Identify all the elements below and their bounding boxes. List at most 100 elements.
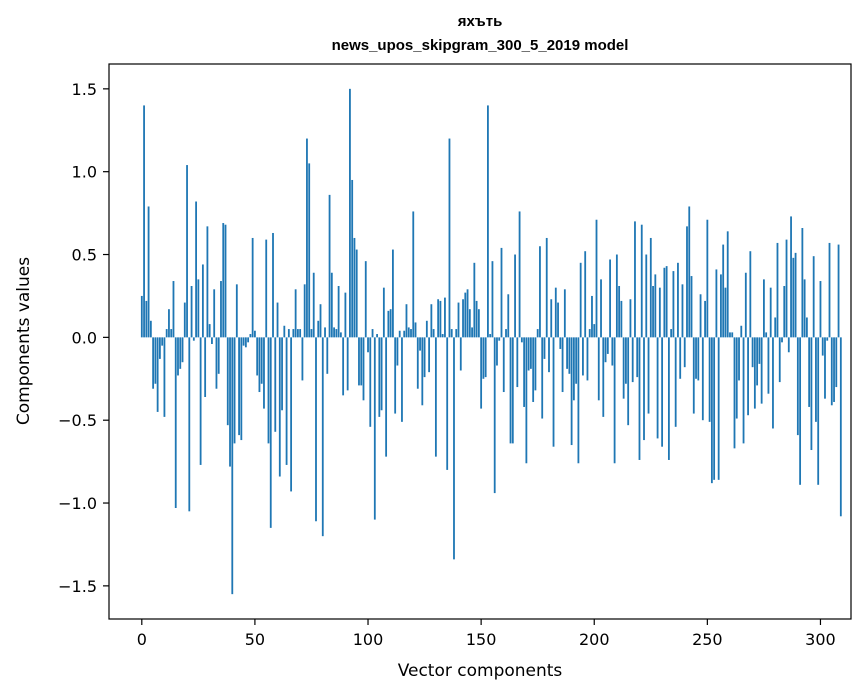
bar-43 — [238, 337, 240, 436]
bar-254 — [715, 269, 718, 338]
bar-215 — [627, 337, 630, 426]
bar-93 — [351, 179, 354, 338]
y-tick-label-4: 0.5 — [72, 246, 97, 265]
bar-274 — [760, 337, 763, 404]
bar-234 — [670, 329, 673, 338]
bar-178 — [543, 337, 546, 359]
bar-8 — [158, 337, 161, 359]
bar-273 — [758, 337, 761, 364]
bar-37 — [224, 224, 227, 338]
bar-282 — [778, 337, 781, 383]
bar-225 — [649, 237, 652, 338]
bar-193 — [577, 337, 580, 464]
bar-115 — [401, 337, 403, 422]
bar-116 — [403, 330, 406, 338]
bar-294 — [805, 317, 808, 338]
bar-123 — [419, 337, 421, 351]
bar-32 — [213, 289, 216, 338]
bar-92 — [349, 88, 351, 338]
bar-161 — [505, 329, 507, 338]
bar-17 — [179, 337, 182, 369]
bar-127 — [428, 337, 431, 373]
bar-46 — [244, 337, 247, 348]
bar-48 — [249, 334, 252, 338]
bar-0 — [140, 295, 143, 338]
bar-303 — [826, 337, 829, 341]
bar-64 — [285, 337, 288, 465]
bar-177 — [541, 337, 544, 419]
bar-221 — [640, 224, 643, 338]
bar-253 — [713, 337, 716, 480]
bar-237 — [677, 262, 679, 338]
bar-12 — [168, 309, 170, 338]
bar-297 — [812, 256, 815, 338]
bar-295 — [808, 337, 811, 407]
bar-145 — [468, 309, 471, 338]
bar-211 — [618, 286, 621, 338]
bar-275 — [763, 279, 765, 338]
bar-291 — [799, 337, 802, 485]
bar-251 — [708, 337, 711, 422]
bar-137 — [450, 329, 453, 338]
bar-192 — [575, 337, 578, 384]
bar-81 — [324, 327, 326, 338]
bar-86 — [335, 329, 338, 338]
bar-124 — [421, 337, 424, 406]
bars-layer — [140, 88, 842, 595]
bar-60 — [276, 302, 279, 338]
bar-184 — [557, 302, 559, 338]
bar-204 — [602, 337, 605, 417]
bar-296 — [810, 337, 813, 451]
bar-242 — [688, 206, 691, 338]
bar-181 — [550, 299, 553, 338]
bar-83 — [328, 194, 331, 338]
bar-135 — [446, 337, 449, 470]
bar-88 — [339, 332, 342, 338]
x-axis: 0 50 100 150 200 250 300 — [137, 619, 836, 649]
bar-156 — [493, 337, 496, 494]
bar-134 — [444, 297, 446, 338]
bar-13 — [170, 329, 173, 338]
bar-53 — [260, 337, 263, 384]
bar-74 — [308, 163, 311, 338]
bar-261 — [731, 332, 734, 338]
bar-307 — [835, 337, 838, 388]
bar-58 — [272, 232, 274, 338]
bar-200 — [593, 324, 596, 338]
bar-94 — [353, 237, 356, 338]
bar-7 — [156, 337, 159, 412]
bar-202 — [597, 337, 600, 401]
bar-149 — [477, 309, 480, 338]
bar-228 — [656, 337, 659, 439]
bar-201 — [595, 219, 598, 338]
bar-255 — [717, 337, 720, 480]
bar-259 — [726, 231, 729, 338]
bar-286 — [787, 337, 790, 353]
bar-267 — [744, 272, 747, 338]
bar-121 — [414, 322, 417, 338]
bar-78 — [317, 320, 320, 338]
bar-167 — [518, 211, 521, 338]
bar-246 — [697, 337, 700, 381]
bar-154 — [489, 334, 492, 338]
bar-300 — [819, 281, 822, 338]
x-tick-label-0: 0 — [137, 630, 147, 649]
bar-247 — [699, 294, 702, 338]
bar-102 — [371, 329, 374, 338]
bar-146 — [471, 327, 473, 338]
bar-186 — [561, 337, 564, 393]
bar-52 — [258, 337, 261, 393]
bar-248 — [701, 337, 704, 421]
bar-114 — [398, 330, 401, 338]
bar-262 — [733, 337, 736, 449]
bar-293 — [803, 279, 806, 338]
bar-168 — [520, 337, 523, 343]
bar-2 — [145, 300, 148, 338]
bar-110 — [389, 309, 392, 338]
bar-54 — [263, 337, 265, 409]
bar-59 — [274, 337, 277, 432]
bar-265 — [740, 325, 743, 338]
bar-172 — [529, 337, 532, 369]
bar-189 — [568, 337, 571, 374]
